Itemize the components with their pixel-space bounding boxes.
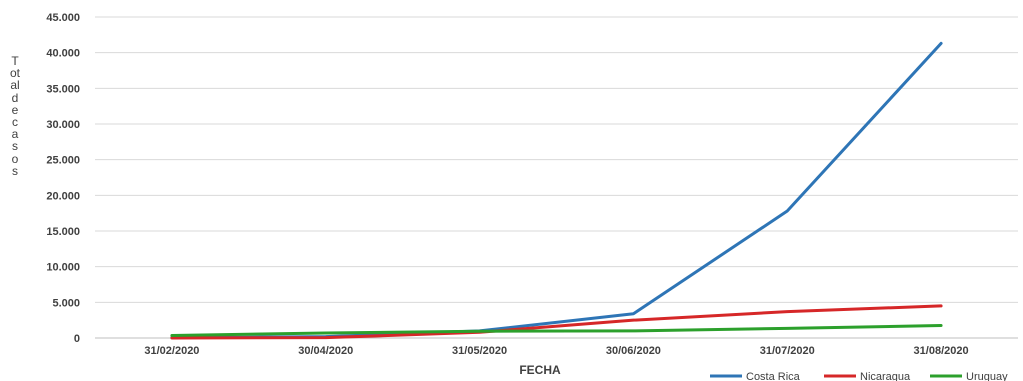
y-tick-label: 15.000	[46, 226, 80, 238]
x-tick-label: 31/05/2020	[452, 345, 507, 357]
x-tick-label: 30/04/2020	[298, 345, 353, 357]
x-tick-label: 31/02/2020	[144, 345, 199, 357]
x-tick-label: 31/07/2020	[760, 345, 815, 357]
y-tick-label: 35.000	[46, 83, 80, 95]
y-axis-ticks: 0 5.000 10.000 15.000 20.000 25.000 30.000 35.0…	[46, 12, 80, 345]
x-axis-label: FECHA	[519, 363, 561, 377]
legend-label: Costa Rica	[746, 371, 801, 381]
y-tick-label: 10.000	[46, 262, 80, 274]
series-line-costa-rica	[170, 41, 943, 340]
y-tick-label: 40.000	[46, 48, 80, 60]
y-tick-label: 20.000	[46, 190, 80, 202]
series-line-uruguay	[170, 324, 943, 338]
y-tick-label: 0	[74, 333, 80, 345]
legend: Costa Rica Nicaragua Uruguay	[710, 371, 1008, 381]
x-tick-label: 30/06/2020	[606, 345, 661, 357]
y-tick-label: 45.000	[46, 12, 80, 24]
legend-label: Nicaragua	[860, 371, 911, 381]
y-tick-label: 30.000	[46, 119, 80, 131]
y-tick-label: 5.000	[52, 297, 80, 309]
y-tick-label: 25.000	[46, 155, 80, 167]
series-line-nicaragua	[170, 304, 943, 340]
x-axis-ticks: 31/02/2020 30/04/2020 31/05/2020 30/06/2020…	[144, 345, 968, 357]
y-axis-label: Total de casos	[9, 54, 24, 178]
legend-label: Uruguay	[966, 371, 1008, 381]
x-tick-label: 31/08/2020	[914, 345, 969, 357]
gridlines	[95, 16, 1018, 339]
series-lines	[170, 41, 943, 340]
